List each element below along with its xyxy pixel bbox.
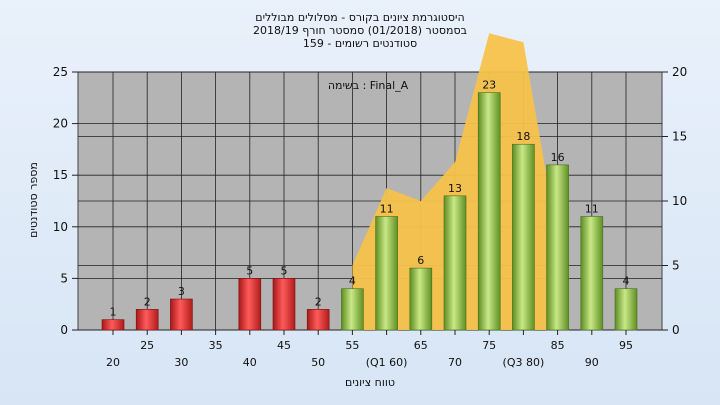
x-tick-label-30: 30 xyxy=(174,356,188,369)
y-tick-label-15: 15 xyxy=(53,168,68,182)
chart-annotation: בשימה : Final_A xyxy=(328,79,409,92)
bar-40 xyxy=(238,278,262,331)
bar-80 xyxy=(512,143,535,331)
chart-title-line-2: בסמסטר (01/2018) סמסטר חורף 2018/19 xyxy=(253,24,467,37)
x-tick-label-55: 55 xyxy=(345,339,359,352)
y-tick-label-10: 10 xyxy=(53,220,68,234)
bar-60 xyxy=(375,216,398,331)
bar-30 xyxy=(170,298,193,331)
data-label-50: 2 xyxy=(315,295,322,308)
y-axis-right: 0 5 10 15 20 xyxy=(662,65,687,337)
x-tick-label-65: 65 xyxy=(414,339,428,352)
bar-45 xyxy=(272,278,296,331)
x-tick-label-40: 40 xyxy=(243,356,257,369)
y-tick-label-5: 5 xyxy=(60,271,68,285)
bar-95 xyxy=(614,288,638,331)
bar-50 xyxy=(306,309,330,331)
chart-title-line-3: סטודנטים רשומים - 159 xyxy=(303,37,417,50)
data-label-75: 23 xyxy=(482,79,496,92)
x-tick-label-80: (Q3 80) xyxy=(503,356,545,369)
bar-65 xyxy=(409,267,433,331)
y-axis-left: 0 5 10 15 20 25 xyxy=(53,65,78,337)
data-label-20: 1 xyxy=(110,306,117,319)
data-label-90: 11 xyxy=(585,202,599,215)
data-label-95: 4 xyxy=(623,275,630,288)
bar-90 xyxy=(580,216,604,331)
x-axis: 20 25 30 35 40 45 50 55 (Q1 60) 65 70 75 (Q3 80) 85 90… xyxy=(106,330,633,369)
x-tick-label-75: 75 xyxy=(482,339,496,352)
x-tick-label-45: 45 xyxy=(277,339,291,352)
x-tick-label-60: (Q1 60) xyxy=(366,356,408,369)
x-tick-label-25: 25 xyxy=(140,339,154,352)
data-label-65: 6 xyxy=(417,254,424,267)
data-label-55: 4 xyxy=(349,275,356,288)
bars-group xyxy=(101,92,638,331)
x-tick-label-35: 35 xyxy=(209,339,223,352)
y-tick-label-0: 0 xyxy=(60,323,68,337)
x-tick-label-20: 20 xyxy=(106,356,120,369)
y-tick-label-25: 25 xyxy=(53,65,68,79)
y2-tick-label-20: 20 xyxy=(672,65,687,79)
x-tick-label-85: 85 xyxy=(551,339,565,352)
x-tick-label-50: 50 xyxy=(311,356,325,369)
bar-20 xyxy=(101,319,125,331)
bar-75 xyxy=(477,92,501,331)
data-label-60: 11 xyxy=(380,202,394,215)
x-axis-label: טווח ציונים xyxy=(345,376,395,389)
data-label-85: 16 xyxy=(551,151,565,164)
y2-tick-label-5: 5 xyxy=(672,259,680,273)
data-label-80: 18 xyxy=(516,130,530,143)
y2-tick-label-10: 10 xyxy=(672,194,687,208)
bar-85 xyxy=(546,164,569,331)
chart-title-line-1: היסטוגרמת ציונים בקורס - מסלולים מבוללים xyxy=(255,11,464,24)
x-tick-label-95: 95 xyxy=(619,339,633,352)
area-series xyxy=(352,33,558,331)
x-tick-label-70: 70 xyxy=(448,356,462,369)
y2-tick-label-15: 15 xyxy=(672,130,687,144)
data-label-70: 13 xyxy=(448,182,462,195)
data-label-40: 5 xyxy=(246,264,253,277)
bar-55 xyxy=(341,288,364,331)
data-label-25: 2 xyxy=(144,295,151,308)
y2-tick-label-0: 0 xyxy=(672,323,680,337)
data-label-30: 3 xyxy=(178,285,185,298)
bar-70 xyxy=(443,195,467,331)
y-axis-label: מספר סטודנטים xyxy=(27,162,40,238)
y-tick-label-20: 20 xyxy=(53,117,68,131)
bar-25 xyxy=(135,309,159,331)
data-label-45: 5 xyxy=(281,264,288,277)
x-tick-label-90: 90 xyxy=(585,356,599,369)
